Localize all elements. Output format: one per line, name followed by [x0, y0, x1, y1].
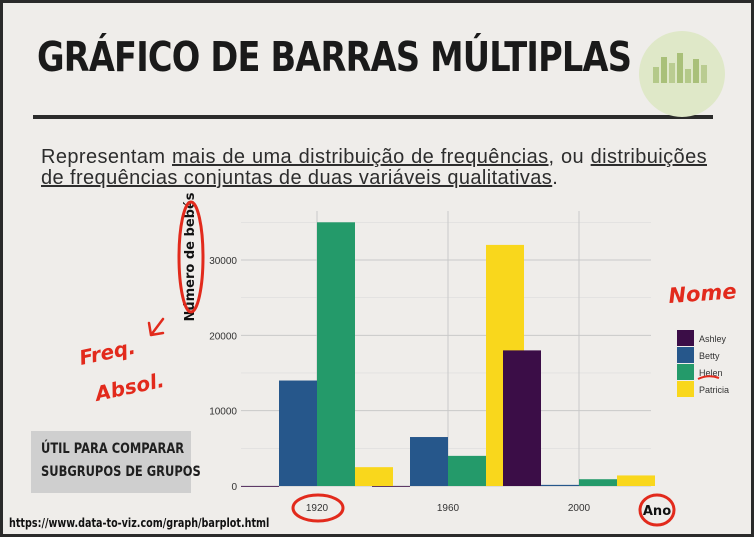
intro-text: .	[552, 167, 559, 189]
legend-swatch-helen	[677, 364, 694, 380]
page-title: GRÁFICO DE BARRAS MÚLTIPLAS	[37, 33, 632, 81]
bar-betty-1920	[279, 380, 317, 486]
intro-underlined: mais de uma distribuição de frequências	[172, 146, 549, 168]
x-tick-label: 1960	[437, 503, 460, 514]
x-tick-label: 1920	[306, 503, 329, 514]
legend-swatch-betty	[677, 347, 694, 363]
annotation-absol: Absol.	[91, 368, 166, 406]
ylabel-circle	[177, 200, 205, 314]
y-tick-label: 0	[231, 482, 237, 493]
legend-label-betty: Betty	[699, 351, 720, 361]
legend-swatch-ashley	[677, 330, 694, 346]
intro-underlined: distribuições de frequências conjuntas d…	[41, 146, 707, 189]
x-axis-label: Ano	[643, 504, 671, 519]
y-tick-label: 20000	[209, 331, 237, 342]
callout-line: SUBGRUPOS DE GRUPOS	[41, 464, 201, 480]
bar-ashley-1960	[372, 486, 410, 487]
title-divider	[33, 115, 713, 119]
y-tick-label: 10000	[209, 407, 237, 418]
annotation-nome: Nome	[668, 279, 738, 308]
callout-box: ÚTIL PARA COMPARAR SUBGRUPOS DE GRUPOS	[31, 431, 201, 493]
xlabel-circle	[638, 493, 676, 527]
x-tick-label: 2000	[568, 503, 591, 514]
source-link[interactable]: https://www.data-to-viz.com/graph/barplo…	[9, 516, 270, 530]
bar-helen-2000	[579, 479, 617, 486]
legend-label-ashley: Ashley	[699, 334, 727, 344]
annotation-arrow-icon	[147, 317, 165, 337]
bar-helen-1960	[448, 455, 486, 486]
y-axis-label: Número de bebés	[183, 192, 198, 321]
slide: GRÁFICO DE BARRAS MÚLTIPLAS Representam …	[3, 3, 751, 534]
helen-underline	[697, 375, 720, 380]
bar-patricia-1920	[355, 467, 393, 486]
bar-helen-1920	[317, 222, 355, 486]
bar-betty-2000	[541, 484, 579, 486]
grouped-bar-chart: 0 10000 20000 30000 1920 1960 2000 Ashley Betty…	[77, 192, 738, 527]
callout-line: ÚTIL PARA COMPARAR	[41, 441, 185, 457]
bar-patricia-2000	[617, 475, 655, 486]
legend-label-helen: Helen	[699, 368, 723, 378]
bar-ashley-2000	[503, 350, 541, 486]
bar-ashley-1920	[241, 486, 279, 487]
intro-text: Representam	[41, 146, 173, 168]
legend-label-patricia: Patricia	[699, 385, 729, 395]
bar-betty-1960	[410, 437, 448, 486]
legend-swatch-patricia	[677, 381, 694, 397]
tick-1920-circle	[291, 493, 345, 523]
barplot-logo-icon	[639, 31, 725, 117]
y-tick-label: 30000	[209, 256, 237, 267]
annotation-freq: Freq.	[77, 335, 138, 370]
intro-text: , ou	[548, 146, 591, 168]
intro-paragraph: Representam mais de uma distribuição de …	[41, 147, 707, 189]
